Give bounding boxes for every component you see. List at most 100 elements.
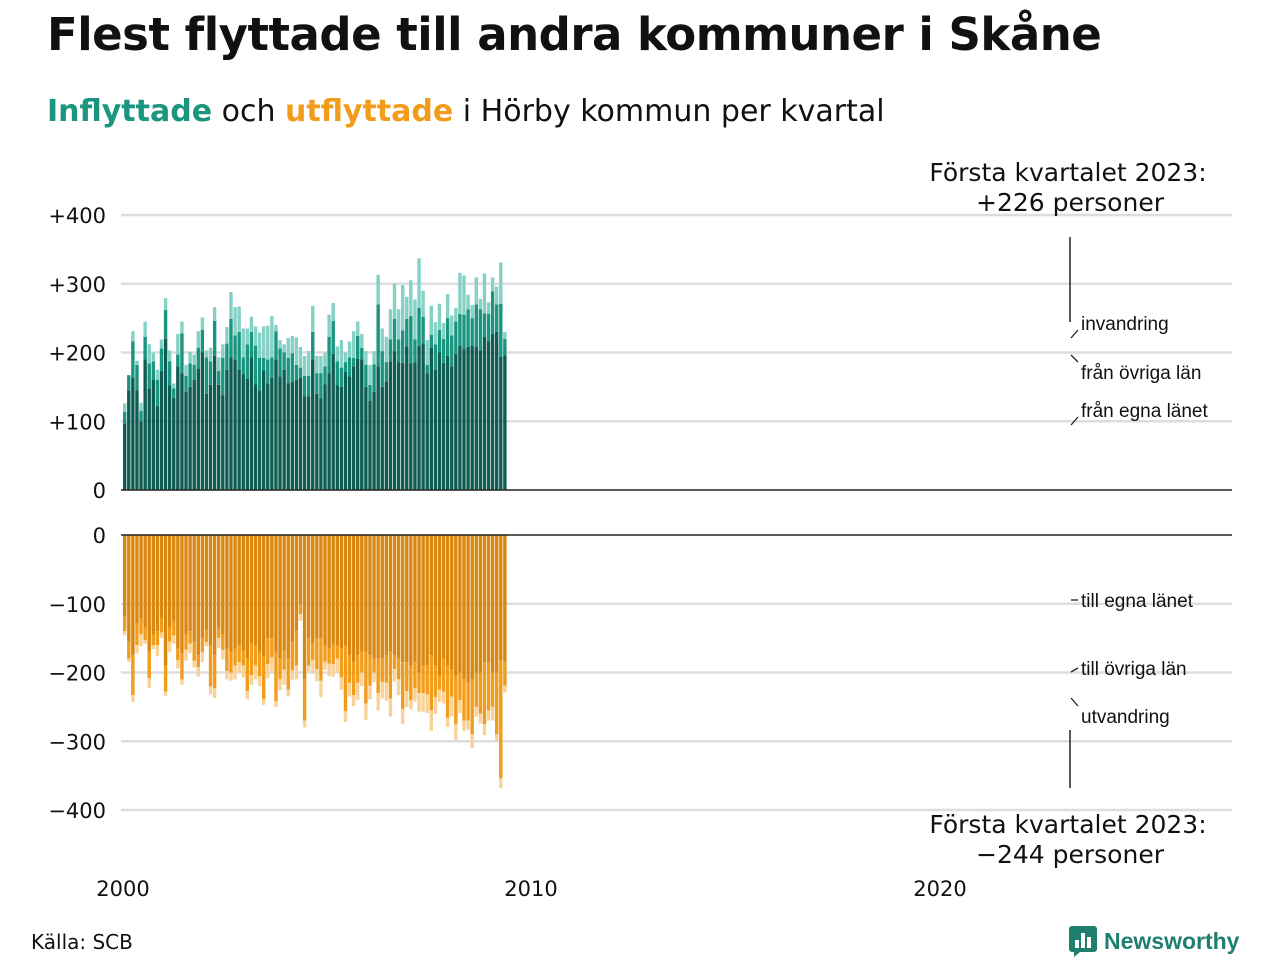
bar-utflyttade [212, 655, 217, 689]
bar-inflyttade [384, 362, 389, 382]
bar-inflyttade [208, 361, 213, 385]
bar-utflyttade [147, 535, 151, 652]
source-text: Källa: SCB [31, 930, 133, 954]
bar-utflyttade [163, 535, 168, 666]
bar-inflyttade [139, 421, 143, 490]
subtitle-och: och [212, 94, 285, 129]
bar-utflyttade [167, 535, 172, 628]
bar-inflyttade [437, 303, 442, 330]
bar-utflyttade [323, 661, 327, 670]
bar-inflyttade [347, 357, 352, 377]
bar-utflyttade [200, 535, 205, 639]
bar-inflyttade [441, 338, 446, 363]
bar-inflyttade [249, 331, 254, 358]
bar-inflyttade [405, 296, 409, 319]
bar-utflyttade [437, 535, 442, 676]
bar-utflyttade [503, 535, 507, 662]
bar-utflyttade [450, 696, 454, 717]
bar-utflyttade [478, 713, 483, 724]
bar-inflyttade [392, 318, 397, 352]
series-label: till övriga län [1081, 659, 1187, 680]
bar-utflyttade [482, 535, 487, 663]
bar-utflyttade [127, 535, 131, 642]
bar-inflyttade [482, 273, 487, 314]
bar-utflyttade [396, 679, 401, 696]
bar-utflyttade [282, 650, 286, 670]
bar-inflyttade [306, 375, 311, 397]
bar-utflyttade [323, 645, 327, 662]
bar-inflyttade [462, 275, 466, 315]
bar-inflyttade [253, 326, 258, 346]
bar-utflyttade [311, 535, 315, 644]
bar-utflyttade [253, 665, 258, 680]
bar-utflyttade [454, 535, 458, 676]
logo-text: Newsworthy [1104, 927, 1240, 954]
bar-utflyttade [241, 665, 245, 678]
bar-inflyttade [290, 382, 295, 490]
bar-inflyttade [274, 331, 278, 360]
bar-utflyttade [208, 535, 213, 645]
bar-utflyttade [135, 535, 139, 623]
subtitle-rest: i Hörby kommun per kvartal [453, 94, 885, 129]
bar-chart-icon [1069, 926, 1097, 957]
bar-inflyttade [123, 411, 127, 424]
bar-utflyttade [261, 535, 266, 657]
bar-utflyttade [188, 643, 192, 654]
bar-utflyttade [233, 648, 237, 666]
bar-utflyttade [364, 703, 368, 720]
bar-inflyttade [180, 373, 184, 491]
bar-utflyttade [347, 655, 352, 683]
bar-utflyttade [474, 672, 478, 707]
series-leader-line [1070, 416, 1079, 426]
bar-utflyttade [462, 720, 466, 731]
bar-utflyttade [486, 662, 491, 711]
bar-inflyttade [200, 317, 205, 330]
bar-inflyttade [172, 388, 176, 398]
bar-inflyttade [151, 352, 156, 362]
bar-inflyttade [462, 349, 466, 490]
bar-utflyttade [339, 648, 344, 678]
bar-inflyttade [221, 395, 225, 491]
bar-utflyttade [123, 616, 127, 632]
annotation-top-line2: +226 personer [976, 188, 1165, 217]
bar-inflyttade [388, 309, 393, 340]
bar-utflyttade [184, 634, 188, 650]
bar-utflyttade [278, 535, 282, 659]
bar-utflyttade [474, 535, 478, 673]
y-tick-label: +400 [48, 204, 106, 228]
bar-utflyttade [384, 535, 389, 656]
bar-utflyttade [495, 672, 499, 735]
bar-inflyttade [167, 385, 172, 490]
bar-utflyttade [351, 535, 356, 663]
bar-inflyttade [286, 383, 290, 490]
bar-utflyttade [392, 655, 397, 670]
bar-utflyttade [323, 535, 327, 645]
bar-utflyttade [372, 658, 376, 673]
bar-inflyttade [135, 364, 139, 391]
bar-inflyttade [364, 364, 368, 387]
bar-utflyttade [495, 734, 499, 742]
y-tick-label: 0 [93, 479, 106, 503]
bar-inflyttade [204, 357, 209, 394]
bar-inflyttade [261, 326, 266, 359]
bar-inflyttade [139, 402, 143, 411]
bar-inflyttade [425, 364, 429, 374]
bar-inflyttade [135, 360, 139, 365]
bar-inflyttade [200, 329, 205, 353]
bar-utflyttade [388, 698, 393, 717]
bar-utflyttade [306, 535, 311, 639]
bar-inflyttade [163, 338, 168, 490]
bar-inflyttade [392, 283, 397, 319]
bar-inflyttade [368, 364, 372, 385]
bar-inflyttade [356, 321, 360, 336]
newsworthy-logo: Newsworthy [1068, 924, 1239, 958]
bar-inflyttade [204, 350, 209, 358]
bar-inflyttade [282, 352, 286, 370]
bar-utflyttade [335, 658, 339, 673]
bar-inflyttade [347, 341, 352, 358]
bar-utflyttade [196, 535, 200, 656]
bar-inflyttade [470, 305, 474, 319]
bar-inflyttade [364, 386, 368, 491]
bar-utflyttade [131, 695, 135, 703]
bar-inflyttade [315, 393, 319, 490]
